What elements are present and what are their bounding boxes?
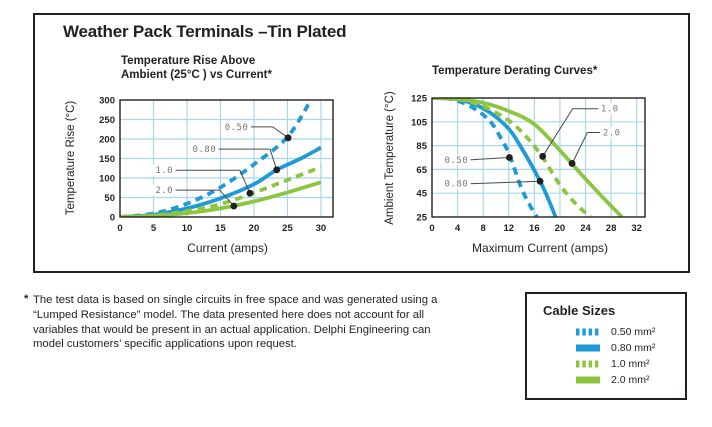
derating-chart: 0.50 0.80 1.0 2.0 0 4 8 12 16 20 24 28 32 25 45 65 85 105… bbox=[411, 94, 646, 234]
footnote-asterisk: * bbox=[24, 293, 29, 305]
svg-text:16: 16 bbox=[529, 223, 540, 234]
legend-item: 0.80 mm² bbox=[527, 340, 685, 356]
main-panel: Weather Pack Terminals –Tin Plated Tempe… bbox=[33, 13, 690, 273]
svg-text:32: 32 bbox=[631, 223, 642, 234]
svg-text:300: 300 bbox=[99, 96, 115, 107]
legend-label: 0.80 mm² bbox=[611, 342, 656, 354]
legend-item: 2.0 mm² bbox=[527, 372, 685, 388]
svg-text:25: 25 bbox=[282, 223, 293, 234]
svg-text:2.0: 2.0 bbox=[155, 186, 173, 196]
svg-text:20: 20 bbox=[249, 223, 260, 234]
svg-text:20: 20 bbox=[555, 223, 566, 234]
svg-text:24: 24 bbox=[580, 223, 591, 234]
footnote: * The test data is based on single circu… bbox=[24, 293, 524, 352]
footnote-line: model customers’ specific applications u… bbox=[33, 338, 297, 351]
svg-text:0.80: 0.80 bbox=[193, 145, 217, 155]
page-title: Weather Pack Terminals –Tin Plated bbox=[63, 22, 347, 41]
footnote-line: variables that would be present in an ac… bbox=[33, 323, 431, 336]
temp-rise-chart: 0.500.801.02.00 5 10 15 20 25 3005010015020025… bbox=[99, 96, 334, 234]
solid-line-swatch-icon bbox=[576, 376, 600, 384]
dashed-line-swatch-icon bbox=[576, 328, 600, 336]
svg-text:45: 45 bbox=[416, 189, 427, 200]
svg-text:2.0: 2.0 bbox=[603, 129, 621, 139]
svg-text:0: 0 bbox=[110, 213, 115, 224]
x-axis-label-max-current: Maximum Current (amps) bbox=[471, 241, 609, 255]
svg-text:12: 12 bbox=[503, 223, 514, 234]
cable-sizes-legend: Cable Sizes 0.50 mm² 0.80 mm² 1.0 mm² 2.0 m… bbox=[525, 292, 687, 400]
svg-text:50: 50 bbox=[104, 193, 115, 204]
svg-text:1.0: 1.0 bbox=[155, 166, 173, 176]
legend-label: 2.0 mm² bbox=[611, 374, 650, 386]
svg-text:0.50: 0.50 bbox=[444, 156, 468, 166]
svg-text:85: 85 bbox=[416, 141, 427, 152]
svg-text:28: 28 bbox=[606, 223, 617, 234]
chart-title-temp-rise: Temperature Rise Above Ambient (25°C ) v… bbox=[121, 55, 272, 81]
x-axis-label-current: Current (amps) bbox=[187, 241, 268, 255]
legend-title: Cable Sizes bbox=[543, 303, 616, 318]
legend-label: 1.0 mm² bbox=[611, 358, 650, 370]
y-axis-label-temp-rise: Temperature Rise (°C) bbox=[65, 100, 77, 216]
footnote-text: The test data is based on single circuit… bbox=[33, 293, 524, 352]
legend-label: 0.50 mm² bbox=[611, 326, 656, 338]
svg-text:10: 10 bbox=[182, 223, 193, 234]
footnote-line: “Lumped Resistance” model. The data pres… bbox=[33, 308, 425, 321]
svg-text:0: 0 bbox=[429, 223, 434, 234]
svg-text:15: 15 bbox=[215, 223, 226, 234]
svg-text:5: 5 bbox=[151, 223, 157, 234]
svg-text:4: 4 bbox=[455, 223, 461, 234]
svg-text:8: 8 bbox=[481, 223, 486, 234]
solid-line-swatch-icon bbox=[576, 344, 600, 352]
svg-text:0.50: 0.50 bbox=[225, 123, 249, 133]
svg-text:250: 250 bbox=[99, 115, 115, 126]
y-axis-label-ambient: Ambient Temperature (°C) bbox=[384, 91, 396, 225]
svg-text:150: 150 bbox=[99, 154, 115, 165]
legend-rows: 0.50 mm² 0.80 mm² 1.0 mm² 2.0 mm² bbox=[527, 324, 685, 388]
svg-text:1.0: 1.0 bbox=[601, 105, 619, 115]
footnote-line: The test data is based on single circuit… bbox=[33, 294, 438, 306]
svg-text:200: 200 bbox=[99, 135, 115, 146]
svg-text:100: 100 bbox=[99, 174, 115, 185]
svg-text:30: 30 bbox=[316, 223, 327, 234]
legend-item: 1.0 mm² bbox=[527, 356, 685, 372]
svg-text:0: 0 bbox=[117, 223, 122, 234]
svg-text:105: 105 bbox=[411, 117, 428, 128]
svg-text:0.80: 0.80 bbox=[444, 180, 468, 190]
svg-text:125: 125 bbox=[411, 94, 428, 105]
chart-title-derating: Temperature Derating Curves* bbox=[432, 65, 598, 77]
svg-text:65: 65 bbox=[416, 165, 427, 176]
dashed-line-swatch-icon bbox=[576, 360, 600, 368]
legend-item: 0.50 mm² bbox=[527, 324, 685, 340]
svg-text:25: 25 bbox=[416, 213, 427, 224]
